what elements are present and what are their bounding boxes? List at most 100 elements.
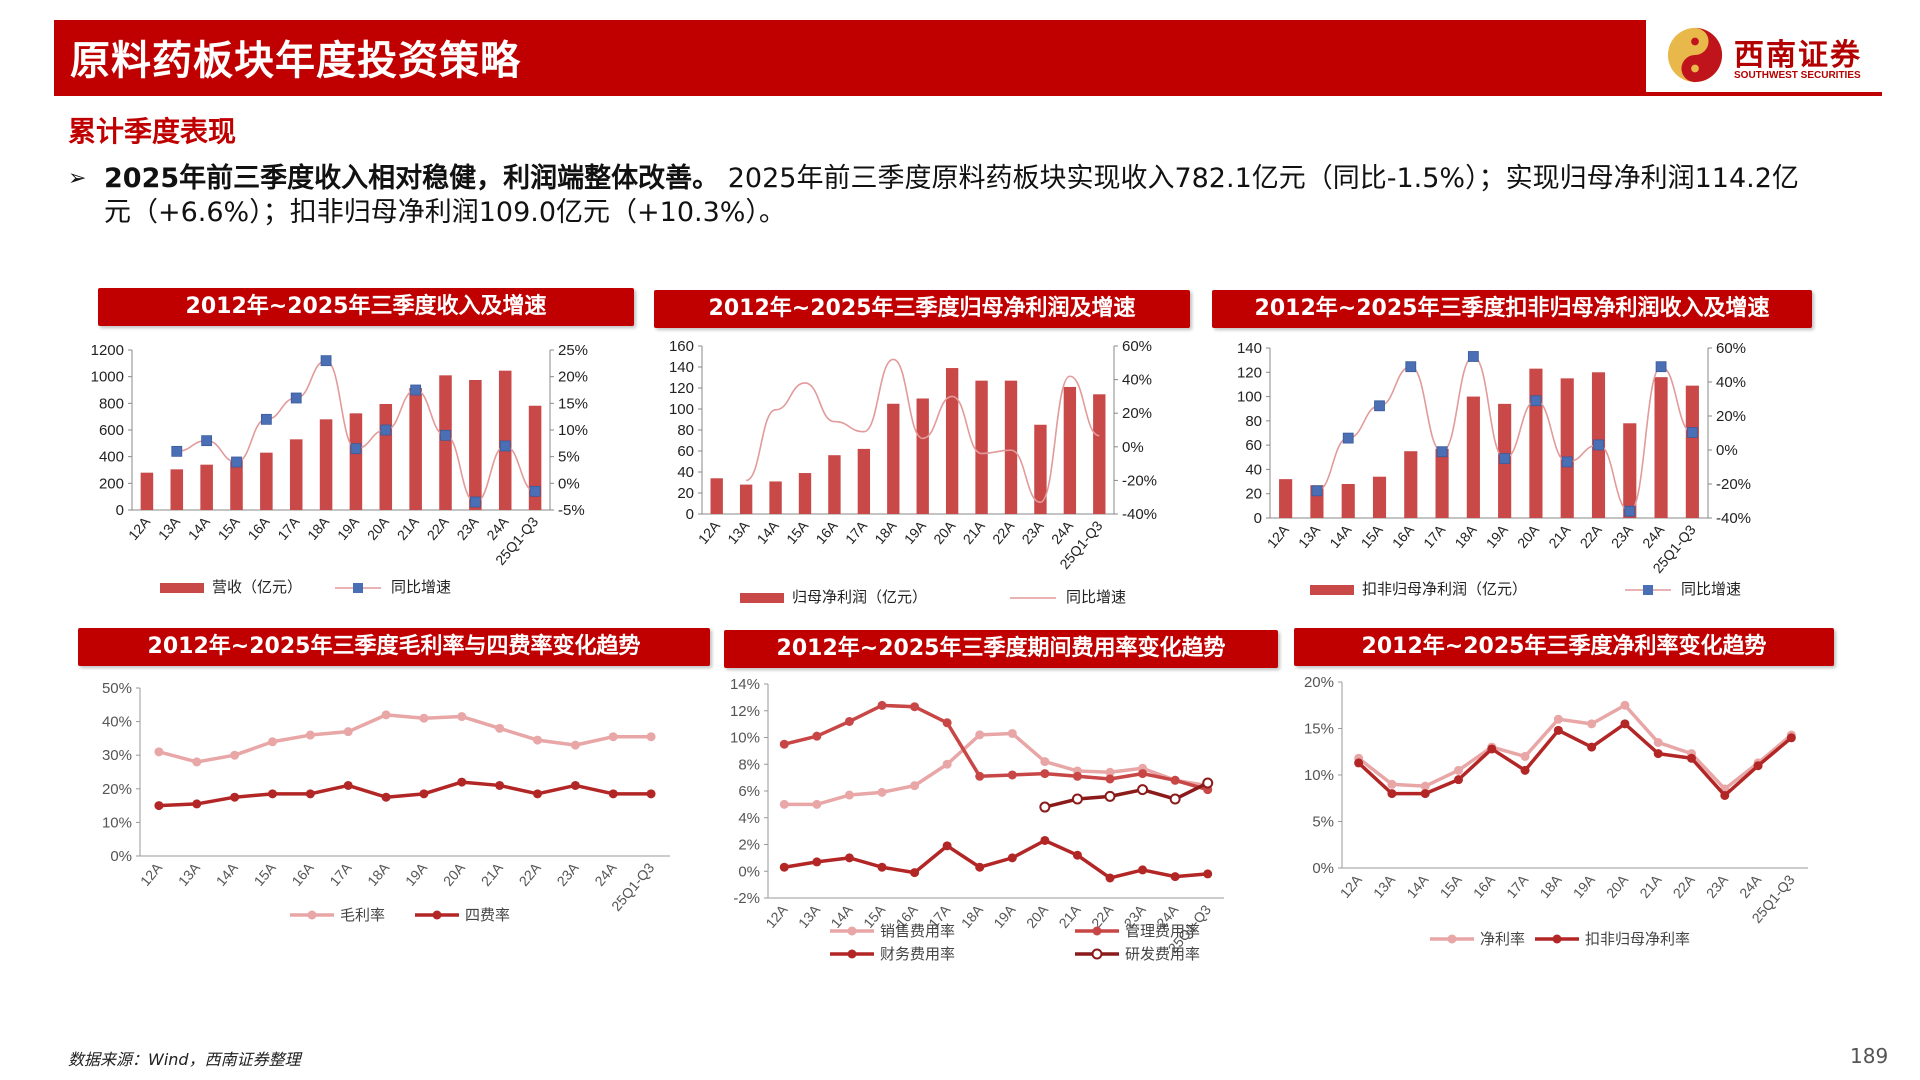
series-point [533,789,542,799]
series-point [268,737,277,747]
series-line [1357,722,1793,798]
y-tick-label-right: 20% [1716,408,1746,425]
bar [1372,476,1387,518]
series-point [975,862,985,872]
series-point [844,716,854,726]
x-tick-label: 22A [1670,871,1699,901]
y-tick-label-right: 0% [1716,442,1738,459]
series-point [1170,775,1180,785]
bar [469,380,482,510]
net-profit-chart: 0 20 40 60 80 100 120 140 160 -40% -20% 0% 20% 40% 60%… [669,338,1157,606]
growth-marker [1405,361,1417,373]
series-point [1786,733,1796,743]
legend-swatch-point [1091,948,1103,960]
series-point [192,757,202,767]
y-tick-label-right: 15% [558,395,588,412]
bar [887,403,900,514]
series-point [570,740,580,750]
x-tick-label: 21A [1545,521,1574,551]
y-tick-label: 10% [730,730,760,747]
series-point [1040,757,1050,767]
legend-swatch-point [1092,926,1102,936]
x-tick-label: 12A [125,513,154,543]
series-point [1487,744,1497,754]
y-tick-label-left: 600 [99,422,124,439]
net-margin-chart: 0% 5% 10% 15% 20% 12A 13A 14A 15A 16A 17A 18A 19A 20A… [1304,674,1808,948]
series-point [1720,790,1730,800]
x-tick-label: 14A [1326,521,1355,551]
bar [349,413,363,510]
series-point [305,730,315,740]
series-point [942,841,952,851]
series-point [192,799,202,809]
series-line [1044,781,1209,809]
growth-marker [231,456,242,468]
chart-title-revenue: 2012年~2025年三季度收入及增速 [98,288,634,326]
chart-title-net-profit: 2012年~2025年三季度归母净利润及增速 [654,290,1190,328]
series-point [230,792,240,802]
series-point [1553,714,1563,724]
series-point [646,732,656,742]
legend-label: 净利率 [1480,931,1525,948]
x-tick-label: 20A [1603,871,1632,901]
series-point [975,730,985,740]
x-tick-label: 14A [1403,871,1432,901]
bar [916,398,929,514]
x-tick-label: 19A [990,901,1019,931]
y-tick-label-right: 20% [558,369,588,386]
series-point [570,780,580,790]
growth-marker [380,424,392,436]
series-point [877,787,887,797]
summary-line1: 2025年前三季度原料药板块实现收入782.1亿元（同比-1.5%）；实现归母净… [719,163,1799,194]
header-divider [54,92,1882,96]
y-tick-label: 10% [102,814,132,831]
y-tick-label: 50% [102,680,132,697]
series-point [1138,769,1148,779]
summary-line2: 元（+6.6%）；扣非归母净利润109.0亿元（+10.3%）。 [104,197,786,228]
logo-text-cn: 西南证券 [1734,38,1862,73]
x-tick-label: 22A [424,513,453,543]
growth-marker [320,355,332,367]
series-point [1387,789,1397,799]
series-point [779,799,789,809]
legend-bar-label: 归母净利润（亿元） [792,589,927,606]
y-tick-label: 0% [1312,860,1334,877]
bar [140,472,154,510]
x-tick-label: 23A [1018,517,1047,547]
legend-bar-label: 营收（亿元） [212,579,302,596]
bar [1623,423,1637,518]
legend-swatch-point [307,910,317,920]
x-tick-label: 12A [762,901,791,931]
x-tick-label: 19A [1570,871,1599,901]
series-point [910,702,920,712]
y-tick-label: 14% [730,676,760,693]
logo-text-en: SOUTHWEST SECURITIES [1734,70,1861,81]
growth-marker [201,435,213,447]
summary-paragraph: ➢ 2025年前三季度收入相对稳健，利润端整体改善。 2025年前三季度原料药板… [68,162,1888,230]
series-point [877,700,887,710]
growth-marker [1624,505,1636,517]
data-source-note: 数据来源：Wind，西南证券整理 [68,1050,301,1069]
y-tick-label-left: 100 [1237,389,1262,406]
revenue-chart: 0 200 400 600 800 1000 1200 -5% 0% 5% 10% 15% 20% 25%… [91,342,588,596]
growth-marker [1530,395,1542,407]
x-tick-label: 22A [1577,521,1606,551]
x-tick-label: 16A [244,513,273,543]
page-title: 原料药板块年度投资策略 [70,38,521,84]
series-point [457,712,467,722]
y-tick-label-right: 40% [1122,372,1152,389]
x-tick-label: 13A [1370,871,1399,901]
x-tick-label: 23A [1608,521,1637,551]
x-tick-label: 16A [1470,871,1499,901]
growth-marker [1499,453,1511,464]
y-tick-label-right: 0% [558,475,580,492]
x-tick-label: 14A [213,859,242,889]
series-point [844,853,854,863]
bar [439,375,452,510]
series-point [1687,753,1696,763]
y-tick-label: 6% [738,783,760,800]
growth-marker [440,429,451,441]
bar [1034,424,1047,514]
series-point [1007,728,1017,738]
y-tick-label-left: 60 [677,443,694,460]
